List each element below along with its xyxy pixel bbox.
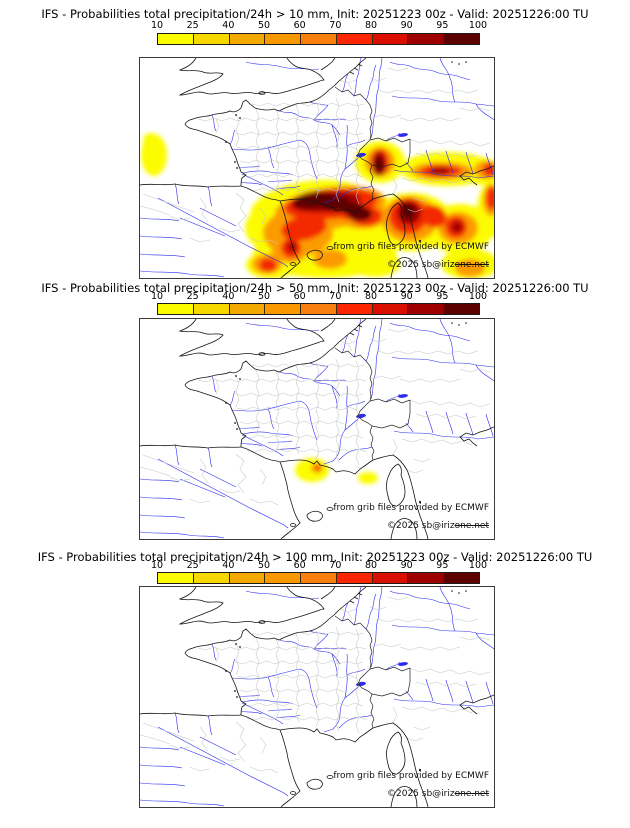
precip-blob-r bbox=[281, 215, 327, 241]
colorbar-tick-label: 10 bbox=[150, 560, 164, 571]
colorbar-tick-label: 40 bbox=[222, 560, 235, 571]
colorbar-segment bbox=[193, 34, 230, 44]
colorbar-segment bbox=[229, 34, 266, 44]
map-canvas bbox=[140, 58, 494, 278]
colorbar-tick-label: 25 bbox=[186, 560, 199, 571]
map-france-100mm: from grib files provided by ECMWF ©2025 … bbox=[139, 586, 495, 808]
copyright-notice: ©2025 sb@irizone.net bbox=[387, 260, 489, 270]
colorbar-tick-label: 40 bbox=[222, 20, 235, 31]
precipitation-probability-layer bbox=[295, 458, 378, 484]
colorbar-segment bbox=[158, 304, 194, 314]
colorbar-segment bbox=[444, 573, 480, 583]
colorbar-segment bbox=[265, 34, 302, 44]
colorbar-tick-label: 70 bbox=[329, 560, 342, 571]
colorbar-tick-row: 10 25 40 50 60 70 80 90 95 100 bbox=[0, 560, 630, 571]
precip-blob-y bbox=[143, 133, 159, 147]
colorbar-tick-label: 70 bbox=[329, 291, 342, 302]
precip-blob-r bbox=[483, 162, 494, 178]
colorbar-segment bbox=[301, 34, 337, 44]
colorbar-tick-label: 90 bbox=[400, 560, 413, 571]
colorbar-tick-label: 100 bbox=[468, 291, 488, 302]
colorbar-tick-row: 10 25 40 50 60 70 80 90 95 100 bbox=[0, 20, 630, 31]
colorbar-segment bbox=[193, 304, 230, 314]
colorbar-segment bbox=[444, 304, 480, 314]
colorbar-tick-label: 50 bbox=[257, 291, 271, 302]
colorbar-segment bbox=[408, 304, 445, 314]
colorbar-tick-label: 100 bbox=[468, 560, 488, 571]
attribution-ecmwf: from grib files provided by ECMWF bbox=[333, 242, 489, 252]
colorbar-segment bbox=[408, 34, 445, 44]
precip-blob-r bbox=[259, 258, 277, 272]
colorbar-segment bbox=[229, 573, 266, 583]
map-france-50mm: from grib files provided by ECMWF ©2025 … bbox=[139, 318, 495, 540]
colorbar-segment bbox=[193, 573, 230, 583]
precip-blob-o bbox=[313, 249, 347, 269]
precip-blob-r bbox=[315, 465, 321, 471]
colorbar-segment bbox=[265, 573, 302, 583]
colorbar-tick-label: 60 bbox=[293, 20, 306, 31]
colorbar-segment bbox=[336, 573, 373, 583]
colorbar-tick-label: 70 bbox=[329, 20, 342, 31]
map-france-10mm: from grib files provided by ECMWF ©2025 … bbox=[139, 57, 495, 279]
colorbar-tick-label: 40 bbox=[222, 291, 235, 302]
panel-title: IFS - Probabilities total precipitation/… bbox=[41, 7, 589, 21]
colorbar-tick-label: 90 bbox=[400, 291, 413, 302]
colorbar-segment bbox=[444, 34, 480, 44]
attribution-ecmwf: from grib files provided by ECMWF bbox=[333, 771, 489, 781]
colorbar-segment bbox=[229, 304, 266, 314]
colorbar-tick-label: 25 bbox=[186, 20, 199, 31]
precip-blob-d bbox=[451, 221, 463, 233]
copyright-notice: ©2025 sb@irizone.net bbox=[387, 521, 489, 531]
colorbar-segment bbox=[336, 304, 373, 314]
colorbar-tick-label: 10 bbox=[150, 20, 164, 31]
precip-blob-y bbox=[350, 251, 400, 277]
colorbar-tick-label: 80 bbox=[364, 291, 378, 302]
precip-blob-r bbox=[419, 204, 447, 228]
panel-title: IFS - Probabilities total precipitation/… bbox=[41, 281, 589, 295]
colorbar-tick-label: 50 bbox=[257, 560, 271, 571]
colorbar-tick-label: 95 bbox=[436, 560, 449, 571]
colorbar-tick-label: 90 bbox=[400, 20, 413, 31]
precip-blob-m bbox=[375, 157, 383, 173]
precip-blob-m bbox=[348, 207, 372, 221]
probability-colorbar bbox=[157, 303, 480, 315]
colorbar-segment bbox=[336, 34, 373, 44]
colorbar-segment bbox=[408, 573, 445, 583]
colorbar-segment bbox=[372, 34, 409, 44]
colorbar-segment bbox=[372, 573, 409, 583]
precip-blob-r bbox=[486, 186, 494, 210]
colorbar-tick-label: 80 bbox=[364, 20, 378, 31]
colorbar-tick-label: 95 bbox=[436, 20, 449, 31]
colorbar-segment bbox=[301, 573, 337, 583]
colorbar-tick-label: 100 bbox=[468, 20, 488, 31]
attribution-ecmwf: from grib files provided by ECMWF bbox=[333, 503, 489, 513]
precipitation-probability-layer bbox=[141, 133, 494, 278]
colorbar-segment bbox=[158, 34, 194, 44]
colorbar-tick-label: 80 bbox=[364, 560, 378, 571]
copyright-notice: ©2025 sb@irizone.net bbox=[387, 789, 489, 799]
probability-colorbar bbox=[157, 572, 480, 584]
precip-blob-d bbox=[430, 167, 450, 175]
precip-blob-d bbox=[287, 242, 297, 252]
colorbar-tick-label: 50 bbox=[257, 20, 271, 31]
colorbar-tick-label: 25 bbox=[186, 291, 199, 302]
panel-title: IFS - Probabilities total precipitation/… bbox=[37, 550, 593, 564]
colorbar-segment bbox=[372, 304, 409, 314]
colorbar-segment bbox=[158, 573, 194, 583]
colorbar-tick-label: 60 bbox=[293, 291, 306, 302]
probability-colorbar bbox=[157, 33, 480, 45]
colorbar-segment bbox=[301, 304, 337, 314]
map-canvas bbox=[140, 319, 494, 539]
precip-blob-y bbox=[358, 472, 378, 484]
colorbar-tick-row: 10 25 40 50 60 70 80 90 95 100 bbox=[0, 291, 630, 302]
colorbar-tick-label: 95 bbox=[436, 291, 449, 302]
precip-blob-o bbox=[455, 259, 485, 277]
colorbar-tick-label: 60 bbox=[293, 560, 306, 571]
colorbar-tick-label: 10 bbox=[150, 291, 164, 302]
colorbar-segment bbox=[265, 304, 302, 314]
